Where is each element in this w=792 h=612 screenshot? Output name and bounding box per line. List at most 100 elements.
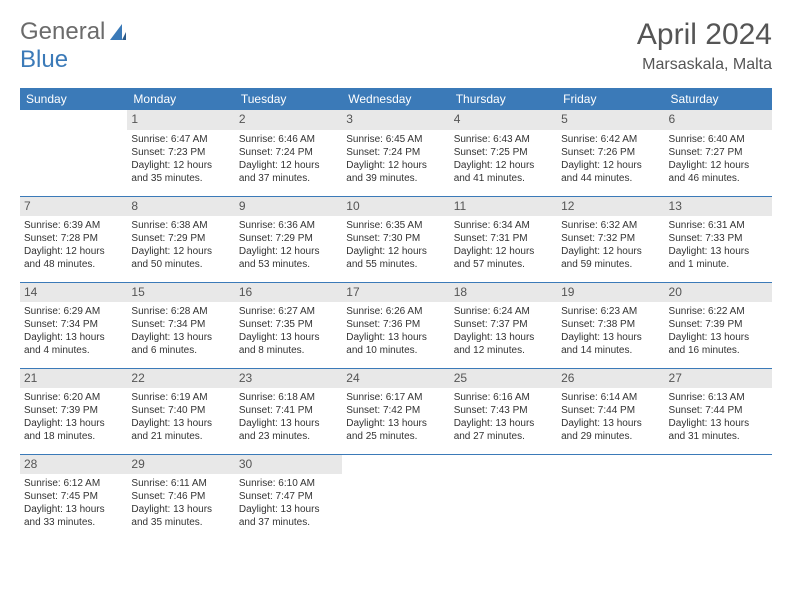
weekday-header: Saturday <box>665 88 772 110</box>
daylight-text: Daylight: 12 hours <box>239 159 338 172</box>
calendar-cell: 22Sunrise: 6:19 AMSunset: 7:40 PMDayligh… <box>127 368 234 454</box>
sunset-text: Sunset: 7:44 PM <box>669 404 768 417</box>
day-number: 4 <box>450 110 557 130</box>
sunrise-text: Sunrise: 6:43 AM <box>454 133 553 146</box>
day-content: Sunrise: 6:39 AMSunset: 7:28 PMDaylight:… <box>20 216 127 274</box>
day-number: 5 <box>557 110 664 130</box>
month-title: April 2024 <box>637 18 772 52</box>
sunrise-text: Sunrise: 6:19 AM <box>131 391 230 404</box>
sunset-text: Sunset: 7:40 PM <box>131 404 230 417</box>
daylight-text-2: and 10 minutes. <box>346 344 445 357</box>
calendar-cell: 18Sunrise: 6:24 AMSunset: 7:37 PMDayligh… <box>450 282 557 368</box>
sunrise-text: Sunrise: 6:31 AM <box>669 219 768 232</box>
daylight-text: Daylight: 13 hours <box>346 331 445 344</box>
daylight-text-2: and 31 minutes. <box>669 430 768 443</box>
sunrise-text: Sunrise: 6:42 AM <box>561 133 660 146</box>
daylight-text: Daylight: 12 hours <box>561 245 660 258</box>
daylight-text: Daylight: 13 hours <box>239 503 338 516</box>
day-content: Sunrise: 6:23 AMSunset: 7:38 PMDaylight:… <box>557 302 664 360</box>
calendar-cell: 21Sunrise: 6:20 AMSunset: 7:39 PMDayligh… <box>20 368 127 454</box>
calendar-cell: 17Sunrise: 6:26 AMSunset: 7:36 PMDayligh… <box>342 282 449 368</box>
daylight-text-2: and 18 minutes. <box>24 430 123 443</box>
sunset-text: Sunset: 7:34 PM <box>131 318 230 331</box>
daylight-text-2: and 44 minutes. <box>561 172 660 185</box>
calendar-cell: 19Sunrise: 6:23 AMSunset: 7:38 PMDayligh… <box>557 282 664 368</box>
day-number: 18 <box>450 283 557 303</box>
day-number: 24 <box>342 369 449 389</box>
daylight-text: Daylight: 13 hours <box>131 417 230 430</box>
daylight-text-2: and 48 minutes. <box>24 258 123 271</box>
day-number: 8 <box>127 197 234 217</box>
weekday-header: Wednesday <box>342 88 449 110</box>
day-content: Sunrise: 6:32 AMSunset: 7:32 PMDaylight:… <box>557 216 664 274</box>
calendar-cell: 30Sunrise: 6:10 AMSunset: 7:47 PMDayligh… <box>235 454 342 540</box>
calendar-cell: 14Sunrise: 6:29 AMSunset: 7:34 PMDayligh… <box>20 282 127 368</box>
daylight-text: Daylight: 12 hours <box>669 159 768 172</box>
calendar-cell: 29Sunrise: 6:11 AMSunset: 7:46 PMDayligh… <box>127 454 234 540</box>
daylight-text-2: and 50 minutes. <box>131 258 230 271</box>
calendar-cell: 12Sunrise: 6:32 AMSunset: 7:32 PMDayligh… <box>557 196 664 282</box>
calendar-header-row: SundayMondayTuesdayWednesdayThursdayFrid… <box>20 88 772 110</box>
sunrise-text: Sunrise: 6:40 AM <box>669 133 768 146</box>
sunset-text: Sunset: 7:27 PM <box>669 146 768 159</box>
day-number: 27 <box>665 369 772 389</box>
calendar-cell-empty <box>450 454 557 540</box>
sunset-text: Sunset: 7:24 PM <box>239 146 338 159</box>
calendar-cell: 23Sunrise: 6:18 AMSunset: 7:41 PMDayligh… <box>235 368 342 454</box>
calendar-week-row: 28 Sunrise: 6:12 AMSunset: 7:45 PM Dayligh… <box>20 454 772 540</box>
sunrise-text: Sunrise: 6:29 AM <box>24 305 123 318</box>
sunrise-text: Sunrise: 6:23 AM <box>561 305 660 318</box>
sunset-text: Sunset: 7:36 PM <box>346 318 445 331</box>
calendar-cell: 3Sunrise: 6:45 AMSunset: 7:24 PMDaylight… <box>342 110 449 196</box>
sunrise-text: Sunrise: 6:32 AM <box>561 219 660 232</box>
logo-line2: Blue <box>20 46 68 74</box>
sunset-text: Sunset: 7:47 PM <box>239 490 338 503</box>
day-content: Sunrise: 6:11 AMSunset: 7:46 PMDaylight:… <box>127 474 234 532</box>
calendar-cell: 11Sunrise: 6:34 AMSunset: 7:31 PMDayligh… <box>450 196 557 282</box>
sunrise-text: Sunrise: 6:16 AM <box>454 391 553 404</box>
daylight-text: Daylight: 12 hours <box>454 159 553 172</box>
sunrise-text: Sunrise: 6:24 AM <box>454 305 553 318</box>
day-number: 28 <box>20 455 127 475</box>
calendar-week-row: 14Sunrise: 6:29 AMSunset: 7:34 PMDayligh… <box>20 282 772 368</box>
calendar-cell: 26Sunrise: 6:14 AMSunset: 7:44 PMDayligh… <box>557 368 664 454</box>
sunset-text: Sunset: 7:35 PM <box>239 318 338 331</box>
calendar-cell-empty <box>665 454 772 540</box>
sunrise-text: Sunrise: 6:12 AM <box>24 477 123 490</box>
sunset-text: Sunset: 7:41 PM <box>239 404 338 417</box>
daylight-text-2: and 39 minutes. <box>346 172 445 185</box>
sunrise-text: Sunrise: 6:38 AM <box>131 219 230 232</box>
sunrise-text: Sunrise: 6:45 AM <box>346 133 445 146</box>
daylight-text: Daylight: 13 hours <box>669 417 768 430</box>
calendar-cell: 15Sunrise: 6:28 AMSunset: 7:34 PMDayligh… <box>127 282 234 368</box>
calendar-cell-empty <box>20 110 127 196</box>
sunset-text: Sunset: 7:45 PM <box>24 490 123 503</box>
daylight-text-2: and 59 minutes. <box>561 258 660 271</box>
sunset-text: Sunset: 7:43 PM <box>454 404 553 417</box>
day-content: Sunrise: 6:31 AMSunset: 7:33 PMDaylight:… <box>665 216 772 274</box>
daylight-text-2: and 37 minutes. <box>239 516 338 529</box>
day-number: 15 <box>127 283 234 303</box>
title-block: April 2024 Marsaskala, Malta <box>637 18 772 74</box>
calendar-cell: 20Sunrise: 6:22 AMSunset: 7:39 PMDayligh… <box>665 282 772 368</box>
sunset-text: Sunset: 7:42 PM <box>346 404 445 417</box>
daylight-text-2: and 46 minutes. <box>669 172 768 185</box>
day-number: 11 <box>450 197 557 217</box>
day-number: 12 <box>557 197 664 217</box>
sunset-text: Sunset: 7:33 PM <box>669 232 768 245</box>
calendar-cell: 27Sunrise: 6:13 AMSunset: 7:44 PMDayligh… <box>665 368 772 454</box>
sunrise-text: Sunrise: 6:46 AM <box>239 133 338 146</box>
daylight-text-2: and 8 minutes. <box>239 344 338 357</box>
calendar-week-row: 1Sunrise: 6:47 AMSunset: 7:23 PMDaylight… <box>20 110 772 196</box>
sunrise-text: Sunrise: 6:27 AM <box>239 305 338 318</box>
calendar-cell: 28Sunrise: 6:12 AMSunset: 7:45 PMDayligh… <box>20 454 127 540</box>
sunrise-text: Sunrise: 6:22 AM <box>669 305 768 318</box>
sunset-text: Sunset: 7:26 PM <box>561 146 660 159</box>
sunrise-text: Sunrise: 6:14 AM <box>561 391 660 404</box>
calendar-cell: 6Sunrise: 6:40 AMSunset: 7:27 PMDaylight… <box>665 110 772 196</box>
daylight-text: Daylight: 12 hours <box>346 245 445 258</box>
daylight-text-2: and 53 minutes. <box>239 258 338 271</box>
calendar-week-row: 7Sunrise: 6:39 AMSunset: 7:28 PMDaylight… <box>20 196 772 282</box>
day-content: Sunrise: 6:43 AMSunset: 7:25 PMDaylight:… <box>450 130 557 188</box>
day-content: Sunrise: 6:28 AMSunset: 7:34 PMDaylight:… <box>127 302 234 360</box>
